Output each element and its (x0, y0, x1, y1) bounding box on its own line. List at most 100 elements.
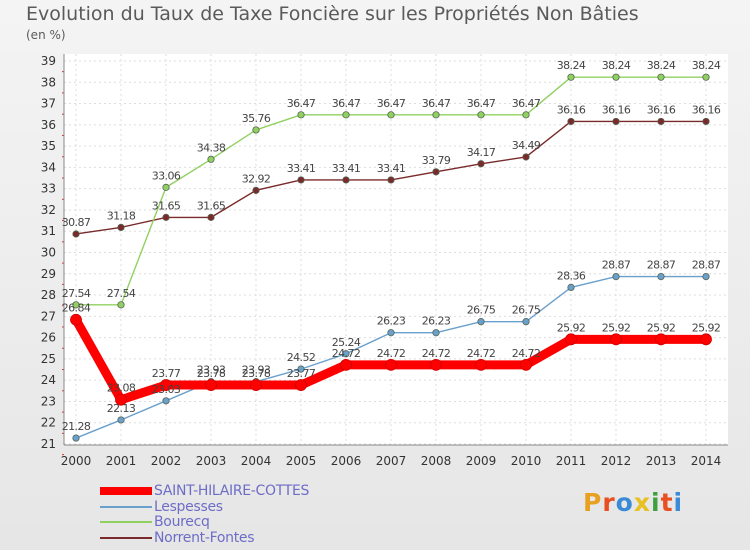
legend-swatch (100, 487, 152, 495)
data-label: 28.87 (602, 259, 631, 272)
data-point (522, 111, 530, 119)
legend-label: Bourecq (154, 514, 210, 530)
data-label: 24.52 (287, 351, 316, 364)
data-point (477, 318, 485, 326)
data-point (657, 272, 665, 281)
y-tick-label: 39 (41, 54, 56, 68)
data-point (207, 213, 215, 221)
data-label: 36.47 (467, 97, 496, 110)
data-label: 34.49 (512, 139, 541, 152)
data-label: 26.75 (467, 304, 496, 317)
data-label: 36.47 (512, 97, 541, 110)
data-label: 25.92 (557, 321, 586, 334)
logo-letter: x (633, 488, 651, 517)
data-label: 26.75 (512, 304, 541, 317)
data-label: 36.47 (377, 97, 406, 110)
y-tick-label: 27 (41, 309, 56, 323)
data-point (297, 111, 305, 119)
data-label: 23.03 (152, 383, 181, 396)
data-label: 32.92 (242, 172, 271, 185)
axes: 21 22 23 24 25 26 27 28 29 30 31 32 33 34 35 36 37 38 39 20… (41, 54, 728, 468)
data-label: 28.87 (647, 259, 676, 272)
data-point (522, 153, 530, 161)
legend-label: Norrent-Fontes (154, 529, 255, 546)
data-label: 21.28 (62, 420, 91, 433)
data-point (252, 186, 260, 194)
chart-title: Evolution du Taux de Taxe Foncière sur l… (26, 3, 639, 25)
data-point (207, 155, 215, 163)
data-point (72, 434, 80, 442)
logo-letter: P (583, 488, 603, 517)
y-tick-label: 34 (41, 160, 56, 174)
data-point (250, 379, 262, 391)
data-point (432, 168, 440, 176)
data-point (610, 333, 622, 346)
data-point (520, 358, 532, 371)
data-label: 25.92 (647, 321, 676, 334)
data-point (567, 117, 575, 126)
y-tick-label: 38 (41, 75, 56, 89)
data-label: 27.54 (62, 287, 91, 300)
x-tick-label: 2009 (466, 454, 497, 468)
data-label: 38.24 (602, 59, 631, 72)
legend-swatch (100, 536, 152, 539)
data-point (387, 111, 395, 119)
y-tick-label: 33 (41, 182, 56, 196)
data-point (430, 358, 442, 371)
y-tick-label: 23 (41, 394, 56, 408)
y-tick-label: 22 (41, 416, 56, 430)
data-label: 36.16 (602, 103, 631, 116)
data-label: 24.72 (422, 347, 451, 360)
data-point (342, 176, 350, 184)
data-label: 26.23 (422, 315, 451, 328)
data-label: 23.77 (152, 367, 181, 380)
data-point (387, 176, 395, 184)
data-label: 25.92 (692, 321, 721, 334)
data-label: 34.17 (467, 146, 496, 159)
data-label: 38.24 (692, 59, 721, 72)
data-label: 24.72 (512, 347, 541, 360)
data-point (295, 379, 307, 391)
y-tick-label: 37 (41, 97, 56, 111)
data-point (297, 365, 305, 373)
data-point (117, 416, 125, 424)
y-tick-label: 26 (41, 331, 56, 345)
data-label: 31.18 (107, 209, 136, 222)
data-label: 30.87 (62, 216, 91, 229)
data-label: 34.38 (197, 141, 226, 154)
x-tick-label: 2013 (646, 454, 677, 468)
y-tick-label: 32 (41, 203, 56, 217)
data-point (657, 117, 665, 126)
data-point (205, 379, 217, 391)
data-label: 33.79 (422, 154, 451, 167)
data-point (340, 358, 352, 371)
x-tick-label: 2007 (376, 454, 407, 468)
x-tick-label: 2010 (511, 454, 542, 468)
data-label: 28.87 (692, 259, 721, 272)
data-label: 28.36 (557, 269, 586, 282)
data-label: 33.41 (332, 162, 361, 175)
data-point (702, 73, 710, 81)
y-tick-label: 28 (41, 288, 56, 302)
data-label: 23.78 (242, 367, 271, 380)
logo-letter: r (602, 488, 616, 517)
data-label: 33.41 (287, 162, 316, 175)
data-point (297, 176, 305, 184)
logo-letter: o (615, 488, 634, 517)
data-point (117, 223, 125, 231)
data-point (702, 117, 710, 126)
data-label: 24.72 (332, 347, 361, 360)
data-label: 36.47 (332, 97, 361, 110)
logo-letter: t (660, 488, 674, 517)
data-point (342, 111, 350, 119)
data-point (477, 111, 485, 119)
y-tick-label: 30 (41, 246, 56, 260)
data-label: 23.77 (287, 367, 316, 380)
data-labels: 26.84 23.08 23.77 23.78 23.78 23.77 24.72 24.72… (62, 59, 722, 433)
legend-swatch (100, 521, 152, 523)
logo-letter: i (673, 488, 684, 517)
x-tick-label: 2014 (691, 454, 722, 468)
data-label: 36.16 (692, 103, 721, 116)
data-label: 35.76 (242, 112, 271, 125)
